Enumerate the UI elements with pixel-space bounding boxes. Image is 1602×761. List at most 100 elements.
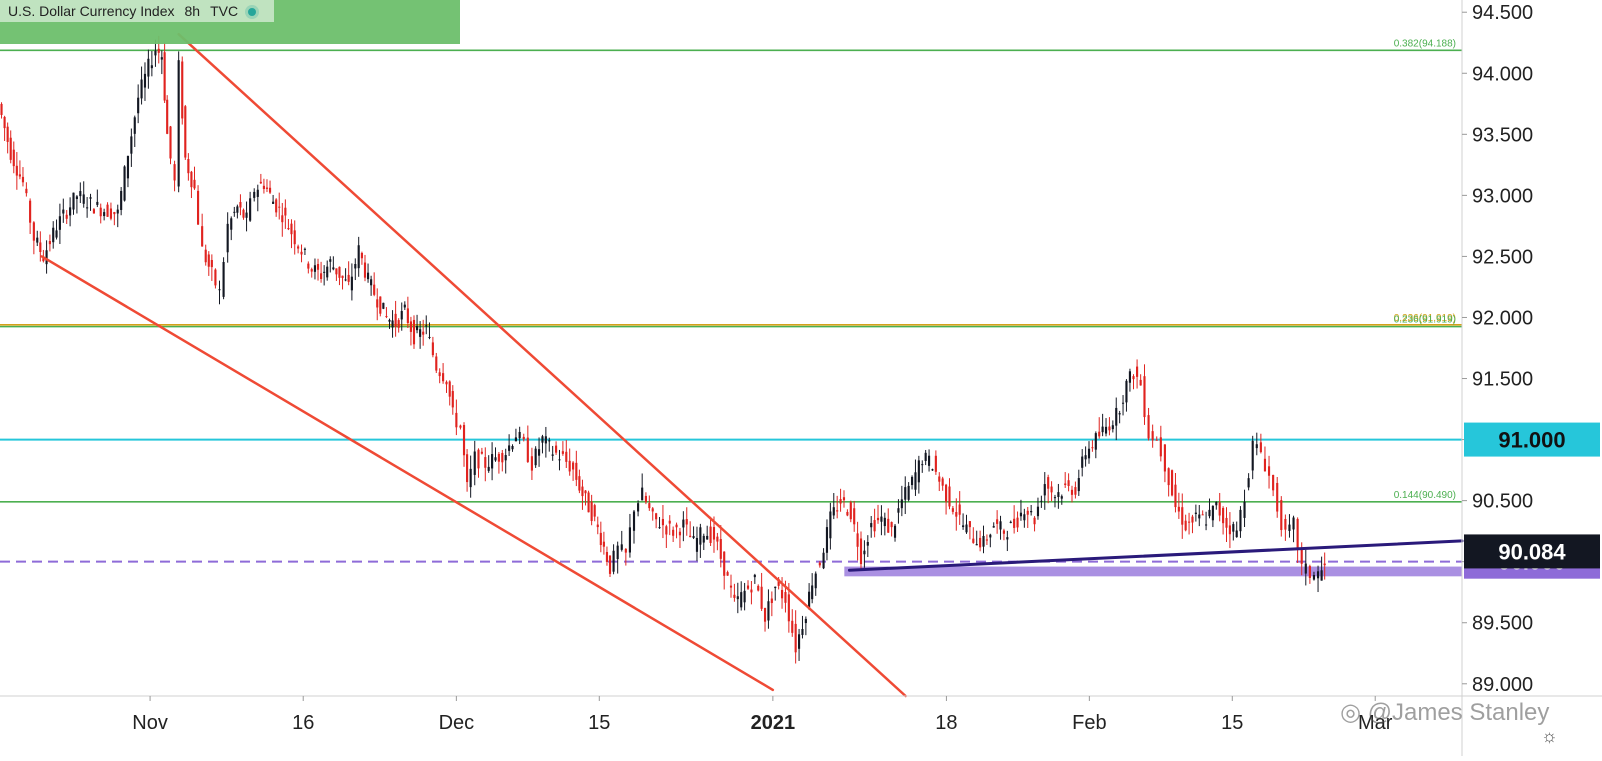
candle-body (448, 381, 451, 397)
candle-body (281, 215, 284, 223)
candle-body (133, 117, 136, 134)
candle-body (856, 533, 859, 547)
price-axis[interactable]: 94.500 94.000 93.500 93.000 92.500 92.000 91.5… (1461, 0, 1600, 756)
candle-body (982, 535, 985, 547)
candle-body (1304, 563, 1307, 574)
candle-body (18, 174, 21, 177)
candle-body (1013, 518, 1016, 528)
candle-body (651, 508, 654, 512)
gear-icon[interactable]: ☼ (1541, 726, 1558, 746)
interval-label[interactable]: 8h (184, 3, 201, 19)
candle-body (1087, 448, 1091, 459)
candle-body (1019, 512, 1023, 517)
candle-body (422, 331, 425, 335)
candle-body (941, 478, 944, 486)
candle-body (157, 48, 160, 53)
candle-body (726, 572, 729, 576)
time-tick-label-2: Dec (439, 712, 475, 734)
candle-body (320, 273, 323, 279)
candle-body (853, 508, 856, 525)
candle-body (1181, 507, 1184, 525)
time-tick-label-3: 15 (588, 712, 610, 734)
candle-body (678, 531, 682, 536)
price-tick-label-4: 92.500 (1472, 246, 1533, 268)
candle-body (822, 552, 825, 569)
candle-body (661, 518, 665, 526)
candle-body (791, 620, 794, 633)
candle-body (1174, 484, 1177, 508)
candle-body (1159, 437, 1162, 457)
candle-body (544, 436, 547, 444)
candle-body (767, 601, 770, 621)
candle-body (787, 594, 790, 622)
candle-body (921, 464, 924, 466)
candle-body (385, 316, 388, 318)
candle-body (897, 508, 900, 513)
candle-body (1026, 510, 1029, 515)
level-label-4: 0.144(90.490) (1394, 490, 1456, 501)
time-tick-label-5: 18 (935, 712, 957, 734)
candle-body (419, 329, 422, 337)
candle-body (350, 276, 353, 291)
candle-body (181, 61, 184, 119)
candle-body (1296, 518, 1299, 551)
candle-body (608, 555, 612, 574)
price-tick-label-8: 90.500 (1472, 491, 1533, 513)
candle-body (239, 202, 242, 208)
candle-body (236, 206, 239, 213)
candle-body (1064, 483, 1067, 485)
candle-body (338, 266, 341, 278)
candle-body (442, 373, 445, 382)
candle-body (469, 468, 472, 488)
candle-body (45, 250, 48, 265)
candle-body (753, 574, 756, 578)
level-label-1: 0.236(91.919) (1394, 313, 1456, 324)
candle-body (578, 476, 581, 491)
candle-body (400, 311, 403, 320)
candle-body (494, 457, 497, 461)
time-axis[interactable]: Nov 16 Dec 15 2021 18 Feb 15 Mar (0, 695, 1602, 734)
candle-body (120, 190, 123, 210)
candle-body (137, 97, 140, 114)
candle-body (975, 544, 978, 546)
candle-body (329, 259, 332, 262)
candle-body (1235, 530, 1238, 538)
candle-body (1308, 566, 1311, 578)
candle-body (75, 196, 78, 199)
time-tick-label-7: 15 (1221, 712, 1243, 734)
candle-body (979, 537, 982, 548)
candle-body (193, 179, 196, 189)
candle-body (555, 445, 558, 453)
candle-body (1115, 407, 1118, 426)
level-label-0: 0.382(94.188) (1394, 38, 1456, 49)
candle-body (253, 191, 256, 198)
candle-body (534, 448, 537, 466)
candle-body (968, 521, 971, 528)
candle-body (297, 246, 300, 249)
candle-body (147, 58, 150, 77)
candle-body (508, 445, 511, 451)
price-tick-label-5: 92.000 (1472, 307, 1533, 329)
candle-body (222, 261, 225, 297)
level-tag-label-0: 91.000 (1498, 428, 1565, 453)
candle-body (360, 252, 363, 259)
candle-body (584, 490, 587, 494)
candle-body (207, 254, 210, 267)
candle-body (284, 207, 287, 216)
trendlines (40, 32, 1464, 698)
price-tick-label-3: 93.000 (1472, 185, 1533, 207)
candle-body (887, 518, 890, 533)
candle-body (1155, 439, 1158, 441)
candle-body (1074, 487, 1077, 495)
candle-body (1104, 426, 1108, 434)
candle-body (675, 524, 678, 528)
live-status-icon (248, 8, 257, 17)
symbol-legend[interactable]: U.S. Dollar Currency Index 8h TVC (0, 0, 275, 22)
candle-body (1125, 380, 1128, 403)
candle-body (794, 623, 797, 653)
candle-body (760, 586, 763, 609)
candle-body (832, 507, 835, 516)
candle-body (473, 451, 476, 475)
